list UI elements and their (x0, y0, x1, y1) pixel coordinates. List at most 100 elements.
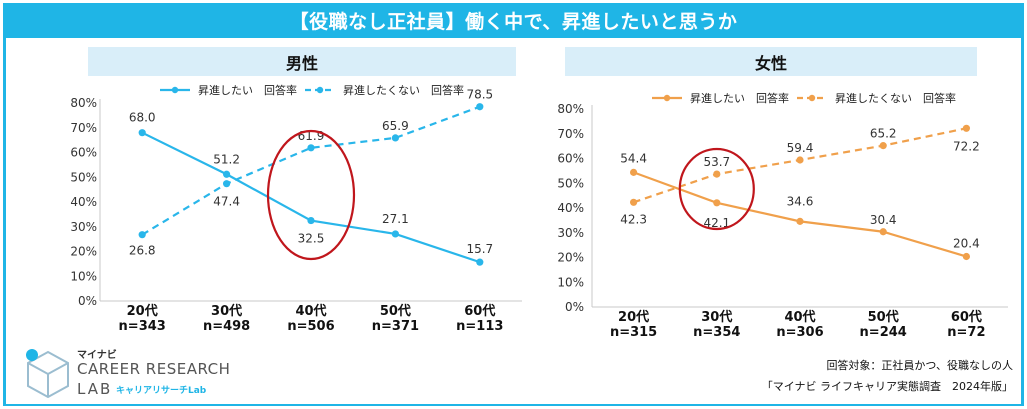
male-x-sample-size: n=371 (372, 319, 419, 334)
male-data-point (391, 134, 399, 142)
female-data-point (962, 124, 971, 132)
male-panel-title: 男性 (88, 47, 516, 76)
female-legend-label: 昇進したくない 回答率 (835, 91, 956, 105)
male-data-point (307, 144, 315, 152)
male-series-line-not-want-promotion (141, 105, 481, 236)
male-y-tick: 60% (70, 146, 97, 160)
female-y-tick: 30% (557, 226, 584, 240)
female-data-label: 59.4 (787, 141, 814, 155)
male-x-tick-label: 60代 (464, 303, 495, 319)
male-data-label: 26.8 (129, 244, 156, 258)
female-y-tick: 10% (557, 275, 584, 289)
male-y-tick: 70% (70, 121, 97, 135)
male-data-point (476, 258, 484, 266)
female-y-tick: 20% (557, 251, 584, 265)
female-x-sample-size: n=315 (610, 325, 657, 340)
female-data-label: 34.6 (787, 194, 814, 208)
female-panel-title: 女性 (565, 47, 977, 76)
female-x-tick-label: 60代 (951, 309, 982, 325)
male-data-point (476, 103, 484, 111)
logo-sub: キャリアリサーチLab (116, 386, 207, 396)
footer-note-target: 回答対象：正社員かつ、役職なしの人 (826, 359, 1013, 372)
male-x-tick-label: 40代 (295, 303, 326, 319)
female-x-sample-size: n=72 (947, 325, 985, 340)
male-y-tick: 20% (70, 245, 97, 259)
male-x-sample-size: n=343 (119, 319, 166, 334)
male-data-label: 78.5 (466, 88, 493, 102)
left-border (3, 38, 6, 406)
male-y-tick: 80% (70, 96, 97, 110)
female-data-label: 72.2 (953, 139, 980, 153)
male-y-tick: 30% (70, 220, 97, 234)
page-title: 【役職なし正社員】働く中で、昇進したいと思うか (3, 3, 1024, 38)
female-y-tick: 40% (557, 201, 584, 215)
male-x-tick-label: 50代 (380, 303, 411, 319)
male-x-tick-label: 20代 (127, 303, 158, 319)
female-data-point (630, 198, 638, 206)
male-data-label: 65.9 (382, 119, 409, 133)
male-data-label: 51.2 (213, 152, 240, 166)
female-data-label: 42.1 (703, 216, 730, 230)
male-legend-marker (171, 86, 179, 94)
female-x-tick-label: 30代 (701, 309, 732, 325)
female-y-tick: 0% (565, 300, 584, 314)
female-data-label: 30.4 (870, 213, 897, 227)
male-x-tick-label: 30代 (211, 303, 242, 319)
footer-note-source: 「マイナビ ライフキャリア実態調査 2024年版」 (761, 380, 1013, 393)
male-y-tick: 0% (78, 294, 97, 308)
bottom-border (3, 404, 1024, 406)
male-y-tick: 40% (70, 195, 97, 209)
female-y-tick: 80% (557, 102, 584, 116)
female-data-point (962, 252, 971, 261)
male-y-tick: 50% (70, 170, 97, 184)
female-data-point (713, 170, 721, 178)
female-data-point (630, 168, 638, 176)
career-research-lab-logo: マイナビ CAREER RESEARCH LAB キャリアリサーチLab (24, 346, 264, 398)
female-x-sample-size: n=306 (776, 325, 823, 340)
female-data-label: 65.2 (870, 127, 897, 141)
female-data-label: 53.7 (703, 155, 730, 169)
female-x-sample-size: n=354 (693, 325, 740, 340)
female-data-label: 20.4 (953, 237, 980, 251)
female-legend-marker (663, 94, 671, 102)
female-data-label: 54.4 (620, 151, 647, 165)
male-data-point (138, 129, 146, 137)
male-data-point (223, 170, 231, 178)
female-data-label: 42.3 (620, 212, 647, 226)
male-data-label: 15.7 (466, 242, 493, 256)
female-data-point (796, 217, 804, 225)
male-data-label: 32.5 (298, 232, 325, 246)
male-data-label: 27.1 (382, 212, 409, 226)
female-highlight-ellipse (678, 147, 755, 231)
logo-brand: マイナビ (77, 350, 117, 361)
male-x-sample-size: n=506 (287, 319, 334, 334)
male-data-point (307, 216, 315, 225)
female-data-point (879, 142, 887, 150)
male-highlight-ellipse (266, 129, 356, 261)
female-x-sample-size: n=244 (860, 325, 907, 340)
female-x-tick-label: 50代 (868, 309, 899, 325)
male-legend-label: 昇進したい 回答率 (198, 83, 297, 97)
male-data-point (138, 231, 146, 239)
male-legend-marker (316, 86, 324, 94)
male-data-point (391, 230, 399, 238)
male-y-tick: 10% (70, 269, 97, 283)
right-border (1021, 38, 1024, 406)
female-data-point (796, 156, 804, 164)
female-x-tick-label: 20代 (618, 309, 649, 325)
male-legend-label: 昇進したくない 回答率 (343, 83, 464, 97)
female-data-point (713, 199, 721, 207)
male-data-label: 68.0 (129, 111, 156, 125)
female-y-tick: 60% (557, 152, 584, 166)
female-x-tick-label: 40代 (784, 309, 815, 325)
female-legend-marker (808, 94, 816, 102)
female-legend-label: 昇進したい 回答率 (690, 91, 789, 105)
female-y-tick: 70% (557, 127, 584, 141)
female-data-point (879, 228, 887, 236)
male-x-sample-size: n=498 (203, 319, 250, 334)
logo-line1: CAREER RESEARCH (77, 360, 231, 378)
male-x-sample-size: n=113 (456, 319, 503, 334)
male-data-point (223, 180, 231, 188)
